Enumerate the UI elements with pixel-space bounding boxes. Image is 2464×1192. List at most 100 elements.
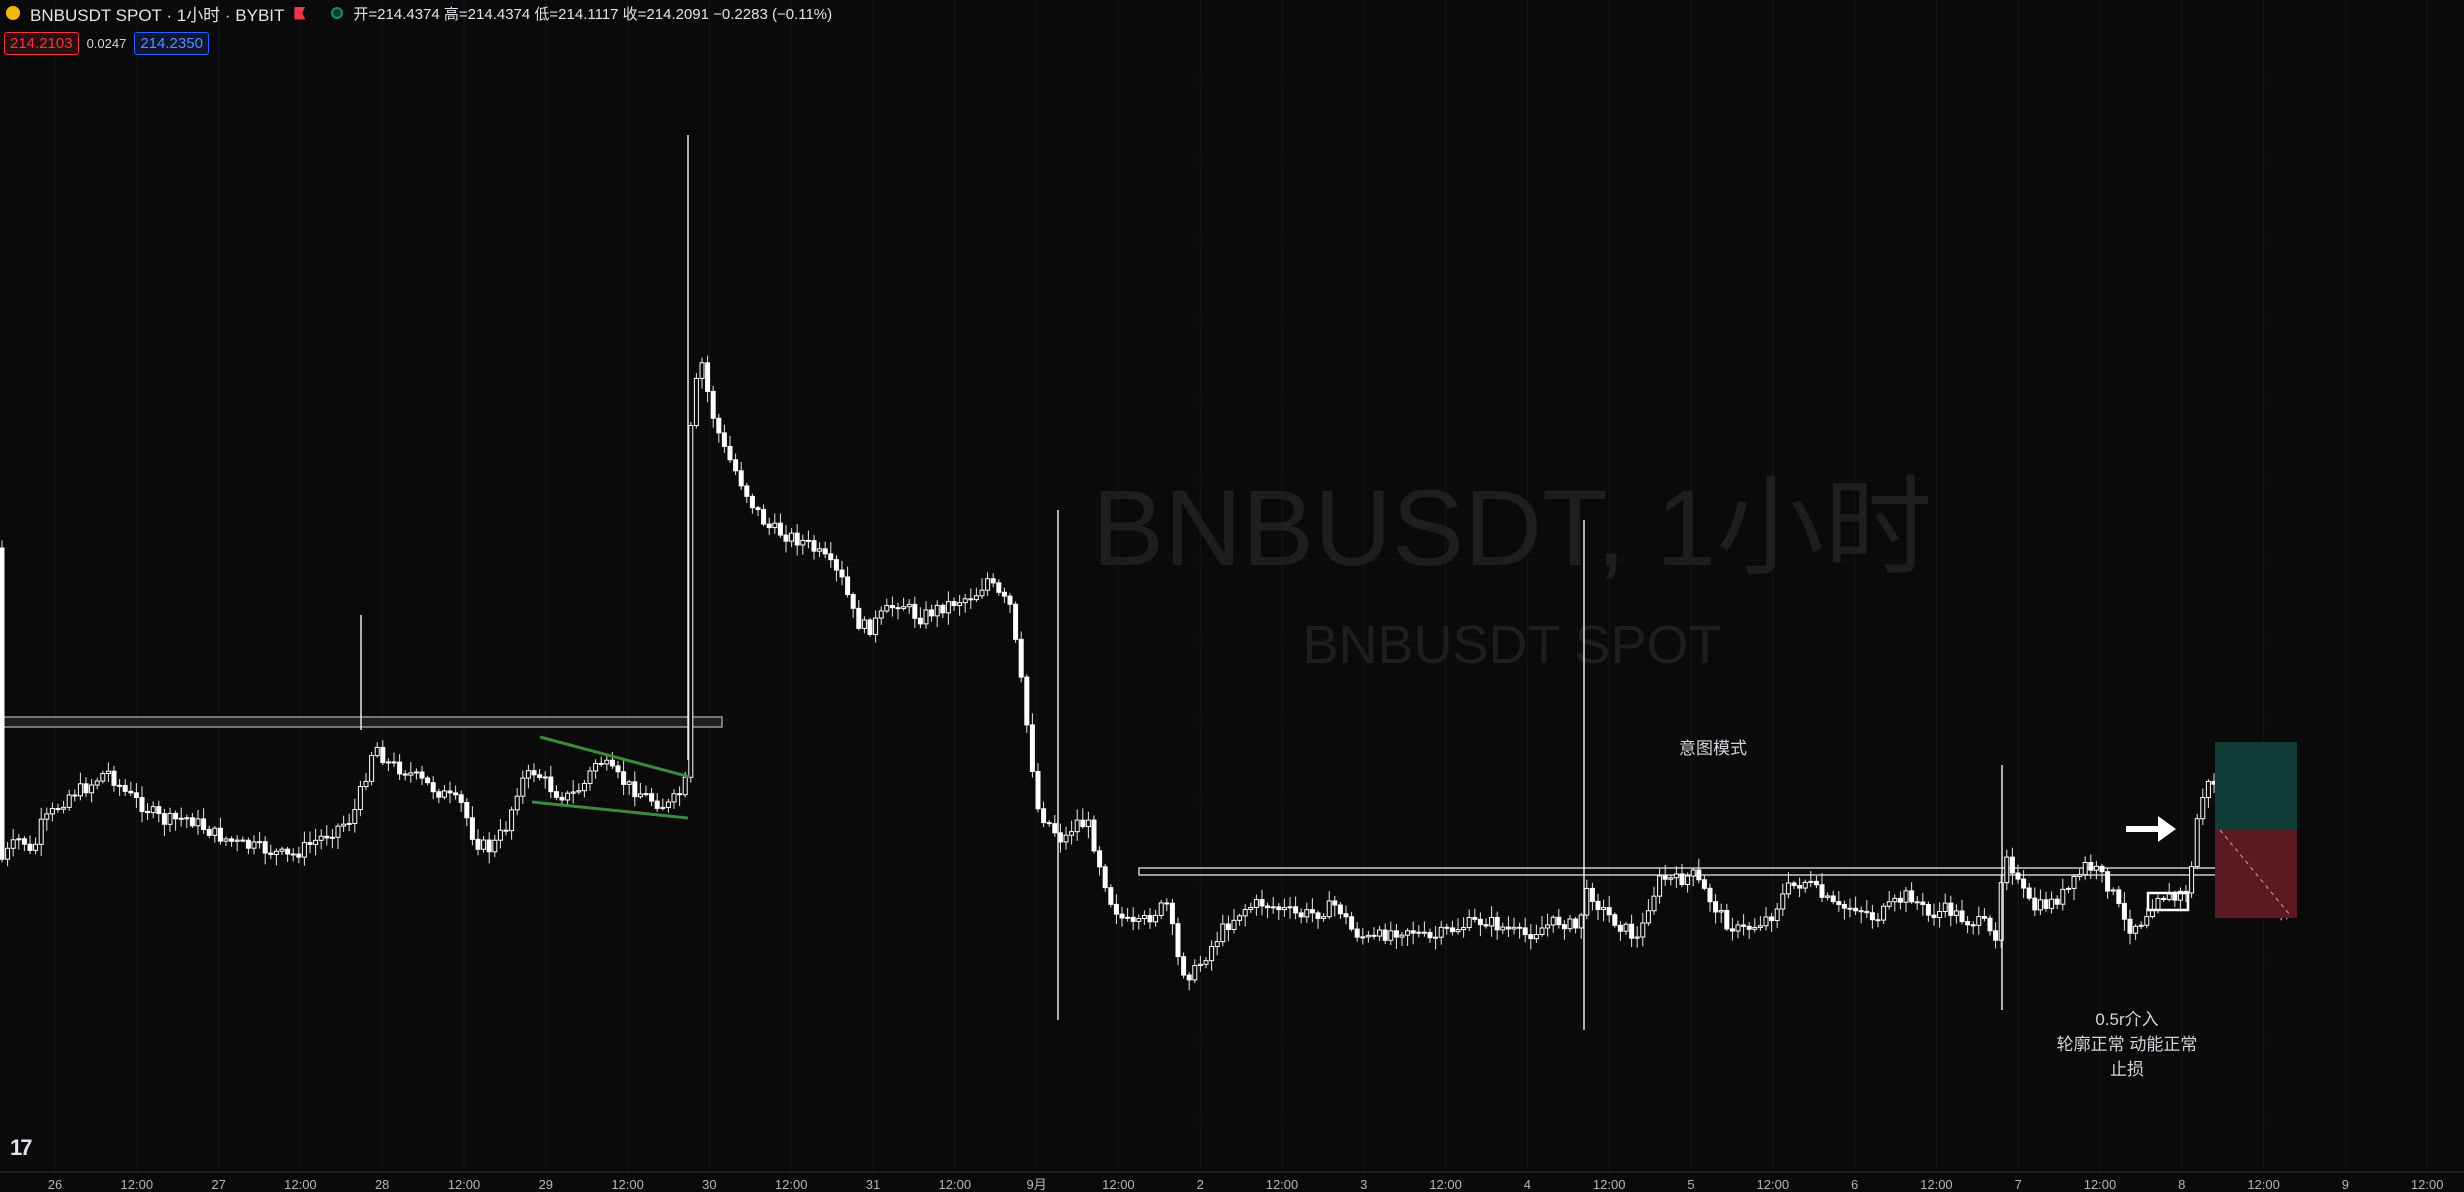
candle-body — [1853, 907, 1859, 912]
bid-price-badge[interactable]: 214.2103 — [4, 32, 79, 55]
candle-body — [1029, 724, 1035, 773]
candle-body — [1007, 595, 1013, 605]
candle-body — [374, 746, 380, 757]
candle-body — [2037, 899, 2043, 911]
candle-body — [128, 790, 134, 794]
candle-body — [1102, 866, 1108, 889]
candle-body — [1942, 902, 1948, 913]
candle-body — [1741, 924, 1747, 927]
candle-body — [1993, 930, 1999, 941]
symbol-title[interactable]: BNBUSDT SPOT · 1小时 · BYBIT — [30, 5, 285, 25]
candle-body — [1113, 903, 1119, 915]
time-axis-tick: 27 — [211, 1177, 225, 1192]
candle-body — [878, 610, 884, 619]
candle-body — [1886, 901, 1892, 907]
time-axis-tick: 12:00 — [611, 1177, 644, 1192]
candle-body — [1281, 907, 1287, 911]
candle-body — [1769, 916, 1775, 922]
candle-body — [301, 842, 307, 858]
candle-body — [234, 839, 240, 842]
candle-body — [173, 812, 179, 820]
candle-body — [1869, 912, 1875, 921]
candle-body — [1578, 914, 1584, 929]
candle-body — [833, 559, 839, 571]
time-axis-tick: 30 — [702, 1177, 716, 1192]
candle-body — [923, 609, 929, 625]
time-axis-tick: 12:00 — [1429, 1177, 1462, 1192]
candle-body — [531, 770, 537, 776]
candle-body — [1393, 930, 1399, 938]
candle-body — [565, 792, 571, 801]
candle-body — [1192, 965, 1198, 981]
candle-body — [285, 848, 291, 855]
candle-body — [1477, 918, 1483, 926]
candle-body — [901, 606, 907, 610]
candle-body — [1164, 902, 1170, 905]
candle-body — [1304, 909, 1310, 918]
candle-body — [1175, 923, 1181, 958]
candle-body — [290, 853, 296, 856]
candle-body — [1791, 882, 1797, 887]
candle-body — [1634, 936, 1640, 939]
candle-body — [2172, 893, 2178, 901]
candle-body — [419, 771, 425, 779]
candle-body — [537, 774, 543, 778]
candle-body — [1897, 897, 1903, 903]
watermark-subtitle: BNBUSDT SPOT — [1302, 615, 1721, 675]
candle-body — [828, 553, 834, 561]
candle-body — [1802, 881, 1808, 889]
candle-body — [72, 794, 78, 797]
candle-body — [1494, 916, 1500, 931]
time-axis-tick: 5 — [1687, 1177, 1694, 1192]
candle-body — [1169, 902, 1175, 925]
candle-body — [1729, 928, 1735, 932]
candle-body — [1937, 911, 1943, 919]
candle-body — [1181, 956, 1187, 976]
entry-label: 0.5r介入 — [2095, 1010, 2158, 1029]
candle-body — [189, 817, 195, 827]
time-axis-tick: 28 — [375, 1177, 389, 1192]
candle-body — [2144, 916, 2150, 926]
candle-body — [1461, 927, 1467, 931]
candle-body — [1489, 916, 1495, 927]
tradingview-logo-icon[interactable]: 17 — [10, 1135, 33, 1160]
candle-body — [27, 843, 33, 851]
candle-body — [167, 812, 173, 825]
candle-body — [5, 847, 11, 860]
candle-body — [1998, 882, 2004, 941]
candle-body — [1248, 906, 1254, 910]
candle-body — [1421, 931, 1427, 934]
candle-body — [1001, 591, 1007, 597]
candle-body — [2205, 780, 2211, 799]
candle-body — [408, 772, 414, 776]
candle-body — [279, 848, 285, 852]
candle-body — [0, 547, 5, 860]
candle-body — [1595, 900, 1601, 911]
ask-price-badge[interactable]: 214.2350 — [134, 32, 209, 55]
candle-body — [783, 534, 789, 542]
candle-body — [800, 539, 806, 546]
candle-body — [716, 417, 722, 434]
entry-marker-box — [2146, 891, 2190, 912]
candle-body — [273, 850, 279, 855]
candle-body — [1035, 771, 1041, 810]
candle-body — [1455, 929, 1461, 933]
time-axis-tick: 12:00 — [121, 1177, 154, 1192]
candle-body — [2093, 865, 2099, 871]
flag-icon[interactable] — [294, 6, 306, 20]
candle-body — [156, 806, 162, 815]
candle-body — [413, 771, 419, 774]
candle-body — [100, 773, 106, 782]
candle-body — [548, 776, 554, 793]
candle-body — [598, 762, 604, 765]
candle-body — [2138, 924, 2144, 927]
candle-body — [44, 813, 50, 820]
candle-body — [150, 806, 156, 814]
candle-body — [1920, 901, 1926, 906]
candle-body — [604, 759, 610, 765]
candle-body — [609, 759, 615, 767]
candle-body — [934, 604, 940, 617]
candle-body — [677, 793, 683, 796]
candle-body — [1091, 819, 1097, 852]
